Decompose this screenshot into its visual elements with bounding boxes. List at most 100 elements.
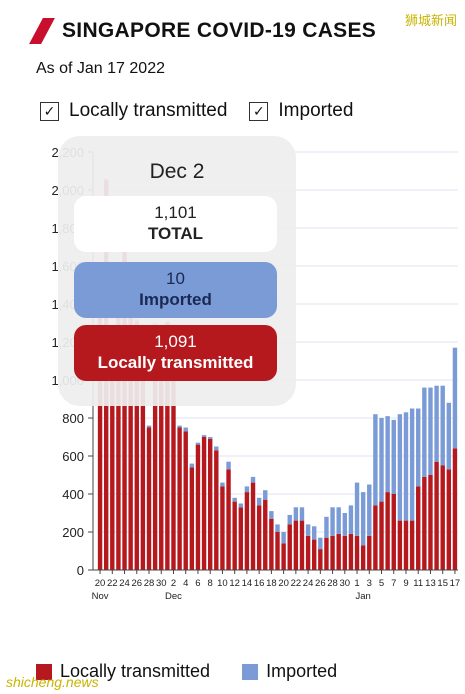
bar-imported — [354, 482, 360, 536]
bar-local — [263, 499, 268, 570]
bar-imported — [195, 442, 201, 445]
bar-local — [165, 323, 170, 570]
bar-imported — [409, 408, 415, 521]
tooltip-local-label: Locally transmitted — [97, 353, 254, 372]
bar-local — [189, 467, 195, 570]
bar-local — [440, 465, 445, 570]
y-tick-label: 0 — [77, 563, 84, 578]
imported-checkbox[interactable]: ✓ — [249, 101, 269, 121]
x-tick-label: 24 — [119, 578, 130, 589]
bar-imported — [379, 418, 384, 502]
bar-local — [152, 324, 158, 570]
local-checkbox-label[interactable]: Locally transmitted — [69, 100, 228, 121]
bar-local — [250, 482, 256, 570]
x-tick-label: 30 — [156, 578, 167, 589]
bar-imported — [183, 427, 188, 432]
bar-imported — [397, 414, 403, 521]
legend-label-local: Locally transmitted — [60, 661, 211, 681]
bar-local — [281, 543, 286, 570]
bar-imported — [269, 511, 274, 519]
bar-local — [367, 535, 372, 570]
x-tick-label: 12 — [229, 578, 240, 589]
bar-imported — [207, 437, 213, 439]
tooltip-imported: 10 Imported — [74, 262, 277, 318]
bar-local — [434, 461, 439, 570]
bar-local — [201, 437, 207, 570]
bar-imported — [391, 419, 396, 494]
hover-tooltip: Dec 2 1,101 TOTAL 10 Imported 1,091 Loca… — [58, 136, 296, 406]
x-tick-label: 1 — [354, 578, 359, 589]
x-tick-label: 28 — [327, 578, 338, 589]
bar-local — [226, 469, 231, 570]
x-tick-label: 11 — [413, 578, 423, 589]
bar-local — [287, 524, 292, 570]
tooltip-local-value: 1,091 — [154, 332, 197, 351]
bar-imported — [220, 482, 225, 487]
bar-imported — [305, 524, 311, 536]
check-icon: ✓ — [43, 103, 56, 119]
chart-header: SINGAPORE COVID-19 CASES — [29, 18, 377, 44]
x-tick-label: 6 — [195, 578, 200, 589]
page-title: SINGAPORE COVID-19 CASES — [62, 19, 377, 42]
chart-legend: Locally transmitted Imported — [36, 661, 361, 682]
x-tick-label: 30 — [340, 578, 351, 589]
legend-swatch-local — [36, 663, 52, 680]
bar-local — [330, 535, 335, 570]
series-filter: ✓ Locally transmitted ✓ Imported — [40, 100, 365, 122]
bar-local — [97, 292, 103, 570]
x-tick-label: 26 — [131, 578, 142, 589]
bar-local — [360, 545, 366, 570]
bar-imported — [263, 490, 268, 500]
x-tick-label: 8 — [208, 578, 213, 589]
bar-local — [183, 431, 188, 570]
x-tick-label: 14 — [242, 578, 253, 589]
bar-local — [354, 535, 360, 570]
bar-local — [452, 448, 458, 570]
x-tick-label: 2 — [171, 578, 176, 589]
bar-imported — [360, 492, 366, 546]
bar-imported — [238, 503, 243, 508]
bar-imported — [189, 463, 195, 468]
as-of-date: As of Jan 17 2022 — [36, 60, 165, 77]
bar-local — [403, 520, 409, 570]
bar-local — [128, 281, 133, 570]
bar-imported — [256, 497, 262, 506]
local-checkbox[interactable]: ✓ — [40, 101, 59, 121]
bar-local — [220, 486, 225, 570]
bar-local — [409, 520, 415, 570]
bar-local — [171, 362, 176, 570]
bar-imported — [385, 416, 390, 493]
imported-checkbox-label[interactable]: Imported — [278, 100, 354, 121]
x-tick-label: 10 — [217, 578, 228, 589]
x-tick-label: 15 — [437, 578, 448, 589]
x-tick-label: 16 — [254, 578, 265, 589]
bar-imported — [403, 412, 409, 521]
bar-imported — [428, 387, 433, 475]
bar-local — [140, 336, 146, 570]
x-axis: 20 22 24 26 28 30 2 4 6 8 10 12 14 16 18 20 22 24 26 28 30 1 3… — [92, 569, 460, 602]
bar-local — [244, 492, 250, 570]
x-tick-label: 22 — [107, 578, 118, 589]
bar-local — [116, 266, 121, 570]
tooltip-date: Dec 2 — [149, 160, 205, 183]
x-month-label: Nov — [92, 591, 109, 602]
tooltip-imported-label: Imported — [139, 290, 212, 309]
bar-imported — [250, 476, 256, 483]
bar-imported — [244, 486, 250, 493]
bar-local — [299, 520, 305, 570]
bar-local — [348, 533, 354, 570]
bar-imported — [422, 387, 427, 477]
x-tick-label: 24 — [303, 578, 314, 589]
tooltip-total-value: 1,101 — [154, 203, 197, 222]
bar-local — [238, 507, 243, 570]
bar-local — [336, 533, 341, 570]
tooltip-imported-value: 10 — [166, 269, 185, 288]
bar-imported — [440, 385, 445, 466]
watermark-bottom: shicheng.news — [6, 674, 99, 690]
brand-slash-icon — [29, 18, 55, 44]
bar-local — [446, 469, 452, 570]
bar-imported — [367, 484, 372, 536]
x-month-label: Dec — [165, 591, 182, 602]
x-tick-label: 18 — [266, 578, 277, 589]
x-tick-label: 13 — [425, 578, 436, 589]
